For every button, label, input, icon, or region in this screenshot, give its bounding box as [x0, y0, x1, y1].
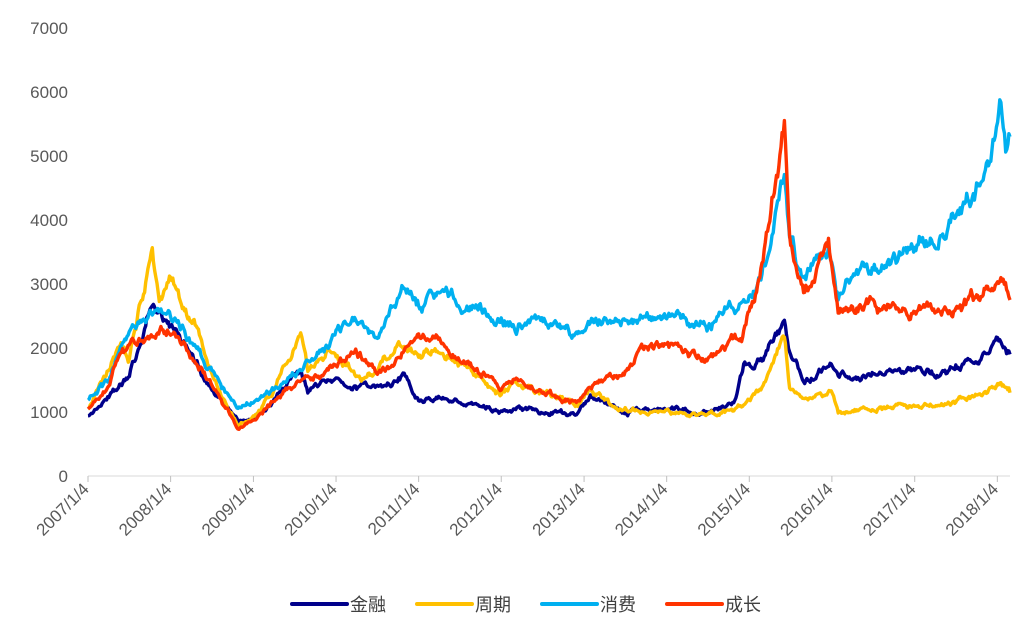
x-tick-label: 2013/1/4 [529, 479, 589, 539]
x-tick-label: 2018/1/4 [942, 479, 1002, 539]
x-tick-label: 2011/1/4 [364, 479, 423, 538]
y-tick-label: 0 [59, 467, 68, 486]
legend-label-1: 金融 [350, 595, 386, 616]
x-tick-label: 2014/1/4 [611, 479, 671, 539]
y-tick-label: 7000 [30, 19, 68, 38]
legend-label-3: 消费 [600, 595, 636, 616]
series-line-3 [86, 98, 1012, 411]
x-tick-label: 2008/1/4 [115, 479, 175, 539]
series-line-1 [87, 302, 1012, 425]
series-line-4 [86, 118, 1012, 431]
legend-label-2: 周期 [475, 595, 511, 616]
x-tick-label: 2009/1/4 [198, 479, 258, 539]
legend: 金融 周期 消费 成长 [290, 595, 761, 616]
y-tick-label: 4000 [30, 211, 68, 230]
y-tick-label: 5000 [30, 147, 68, 166]
x-tick-label: 2015/1/4 [694, 479, 754, 539]
y-axis: 0 1000 2000 3000 4000 5000 6000 7000 [30, 19, 68, 486]
y-tick-label: 6000 [30, 83, 68, 102]
y-tick-label: 2000 [30, 339, 68, 358]
x-axis: 2007/1/4 2008/1/4 2009/1/4 2010/1/4 2011/1/4… [33, 476, 1002, 540]
legend-label-4: 成长 [725, 595, 761, 616]
x-tick-label: 2016/1/4 [776, 479, 836, 539]
x-tick-label: 2010/1/4 [281, 479, 341, 539]
y-tick-label: 1000 [30, 403, 68, 422]
series-lines [86, 98, 1012, 431]
x-tick-label: 2017/1/4 [859, 479, 919, 539]
x-tick-label: 2012/1/4 [446, 479, 506, 539]
y-tick-label: 3000 [30, 275, 68, 294]
x-tick-label: 2007/1/4 [33, 479, 93, 539]
